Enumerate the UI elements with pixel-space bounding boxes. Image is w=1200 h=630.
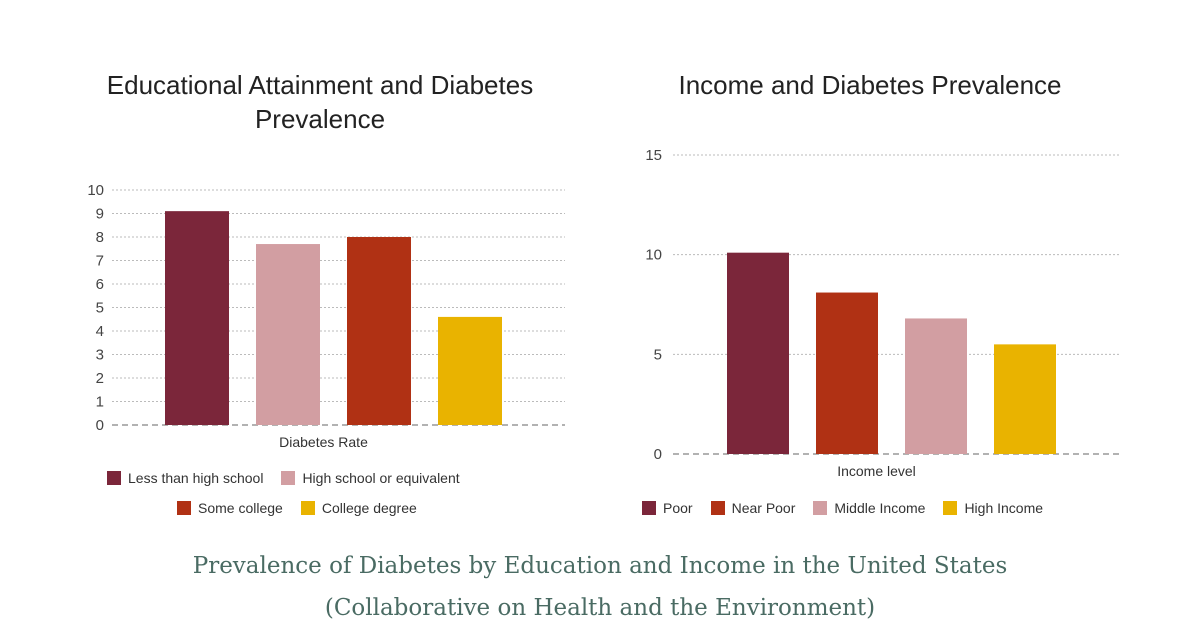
y-tick-label: 8 <box>96 229 104 246</box>
legend-education-row2: Some college College degree <box>177 500 435 516</box>
legend-swatch <box>642 501 656 515</box>
bar-near-poor <box>816 292 878 454</box>
chart-title-income: Income and Diabetes Prevalence <box>678 70 1062 100</box>
y-tick-label: 15 <box>645 147 662 164</box>
legend-income: Poor Near Poor Middle Income High Income <box>642 500 1061 516</box>
legend-swatch <box>710 501 725 515</box>
y-tick-label: 1 <box>96 394 104 411</box>
legend-label: Some college <box>198 500 283 516</box>
legend-swatch <box>281 471 296 485</box>
legend-label: High Income <box>964 500 1044 516</box>
y-tick-label: 10 <box>645 247 662 264</box>
y-tick-label: 5 <box>654 346 662 363</box>
y-tick-label: 0 <box>96 417 104 434</box>
bar-less-than-high-school <box>165 211 229 425</box>
legend-item: Some college <box>177 500 283 516</box>
bar-some-college <box>347 237 411 425</box>
y-tick-label: 10 <box>87 182 104 199</box>
legend-education-row1: Less than high school High school or equ… <box>107 470 478 486</box>
legend-label: Poor <box>663 500 693 516</box>
legend-swatch <box>943 501 958 515</box>
chart-title-education: Educational Attainment and Diabetes Prev… <box>106 70 534 134</box>
y-tick-label: 3 <box>96 347 104 364</box>
x-axis-label: Income level <box>837 463 916 479</box>
legend-item: Near Poor <box>710 500 796 516</box>
y-tick-label: 7 <box>96 253 104 270</box>
legend-swatch <box>177 501 191 515</box>
legend-item: Less than high school <box>107 470 263 486</box>
y-tick-label: 4 <box>96 323 104 340</box>
bar-poor <box>727 252 789 454</box>
y-tick-label: 2 <box>96 370 104 387</box>
legend-item: Middle Income <box>813 500 925 516</box>
bar-middle-income <box>905 318 967 454</box>
y-tick-label: 5 <box>96 300 104 317</box>
legend-label: Middle Income <box>834 500 926 516</box>
legend-item: Poor <box>642 500 693 516</box>
legend-label: College degree <box>321 500 417 516</box>
bar-high-school-or-equivalent <box>256 244 320 425</box>
figure-caption-line2: (Collaborative on Health and the Environ… <box>324 595 876 621</box>
legend-label: Near Poor <box>731 500 796 516</box>
legend-swatch <box>300 501 315 515</box>
legend-item: College degree <box>300 500 417 516</box>
legend-label: High school or equivalent <box>302 470 460 486</box>
legend-swatch <box>813 501 828 515</box>
legend-label: Less than high school <box>128 470 264 486</box>
x-axis-label: Diabetes Rate <box>279 434 368 450</box>
y-tick-label: 6 <box>96 276 104 293</box>
figure-caption-line1: Prevalence of Diabetes by Education and … <box>192 553 1008 579</box>
bar-high-income <box>994 344 1056 454</box>
bar-college-degree <box>438 316 502 425</box>
legend-item: High school or equivalent <box>281 470 460 486</box>
y-tick-label: 9 <box>96 206 104 223</box>
legend-item: High Income <box>943 500 1043 516</box>
legend-swatch <box>107 471 121 485</box>
y-tick-label: 0 <box>654 446 662 463</box>
